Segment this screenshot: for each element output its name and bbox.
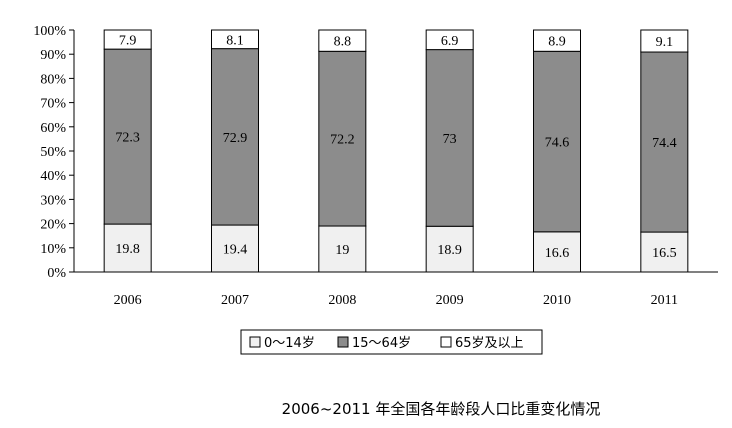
bar-segment bbox=[640, 231, 689, 273]
x-axis: 2006 2007 2008 2009 2010 2011 bbox=[74, 271, 718, 308]
bar-segment bbox=[425, 225, 474, 273]
x-tick-label: 2007 bbox=[221, 293, 249, 308]
data-label: 16.5 bbox=[652, 246, 677, 261]
bar-segment bbox=[533, 50, 581, 233]
data-label: 74.4 bbox=[652, 136, 677, 151]
data-label: 8.1 bbox=[226, 33, 244, 48]
x-tick-label: 2008 bbox=[328, 293, 356, 308]
bar-segment bbox=[533, 231, 581, 273]
data-label: 8.9 bbox=[548, 35, 566, 50]
data-label: 18.9 bbox=[437, 243, 462, 258]
y-tick-label: 100% bbox=[33, 24, 66, 39]
y-tick-label: 10% bbox=[40, 242, 66, 257]
legend: 0～14岁 15～64岁 65岁及以上 bbox=[240, 329, 543, 355]
data-label: 19.4 bbox=[223, 243, 248, 258]
y-tick-label: 30% bbox=[40, 193, 66, 208]
data-label: 73 bbox=[443, 132, 457, 147]
legend-label: 65岁及以上 bbox=[455, 336, 524, 351]
data-label: 72.3 bbox=[115, 131, 140, 146]
data-label: 8.8 bbox=[334, 35, 352, 50]
legend-box bbox=[240, 329, 543, 355]
legend-swatch bbox=[440, 336, 452, 348]
bars: 19.8 72.3 7.9 19.4 72.9 8.1 19 72.2 8.8 18.9 73 6.9… bbox=[103, 29, 689, 273]
legend-label: 15～64岁 bbox=[352, 336, 411, 351]
y-axis: 0% 10% 20% 30% 40% 50% 60% 70% 80% 90% 100% bbox=[33, 24, 75, 281]
bar-segment bbox=[318, 50, 367, 227]
data-label: 74.6 bbox=[545, 136, 570, 151]
data-label: 19.8 bbox=[115, 242, 140, 257]
data-label: 9.1 bbox=[656, 35, 674, 50]
y-tick-label: 80% bbox=[40, 72, 66, 87]
y-tick-label: 90% bbox=[40, 48, 66, 63]
data-label: 6.9 bbox=[441, 34, 459, 49]
data-label: 7.9 bbox=[119, 34, 137, 49]
y-tick-label: 70% bbox=[40, 97, 66, 112]
chart-title: 2006~2011 年全国各年龄段人口比重变化情况 bbox=[281, 400, 601, 418]
bar-segment bbox=[211, 224, 259, 273]
bar-segment bbox=[211, 29, 259, 50]
bar-segment bbox=[103, 29, 152, 50]
x-tick-label: 2011 bbox=[651, 293, 678, 308]
legend-label: 0～14岁 bbox=[264, 336, 315, 351]
y-tick-label: 50% bbox=[40, 145, 66, 160]
bar-segment bbox=[103, 223, 152, 273]
x-tick-label: 2010 bbox=[543, 293, 571, 308]
y-tick-label: 40% bbox=[40, 169, 66, 184]
bar-segment bbox=[318, 29, 367, 52]
bar-segment bbox=[211, 48, 259, 226]
legend-swatch bbox=[249, 336, 261, 348]
bar-segment bbox=[533, 29, 581, 52]
data-label: 19 bbox=[335, 243, 349, 258]
y-tick-label: 60% bbox=[40, 121, 66, 136]
bar-segment bbox=[640, 51, 689, 233]
data-label: 72.2 bbox=[330, 133, 355, 148]
data-label: 72.9 bbox=[223, 131, 248, 146]
bar-segment bbox=[318, 225, 367, 273]
y-tick-label: 20% bbox=[40, 218, 66, 233]
data-label: 16.6 bbox=[545, 246, 570, 261]
bar-segment bbox=[640, 29, 689, 53]
y-tick-label: 0% bbox=[47, 266, 66, 281]
legend-swatch bbox=[337, 336, 349, 348]
bar-segment bbox=[425, 29, 474, 51]
x-tick-label: 2006 bbox=[114, 293, 142, 308]
x-tick-label: 2009 bbox=[436, 293, 464, 308]
bar-segment bbox=[103, 48, 152, 225]
